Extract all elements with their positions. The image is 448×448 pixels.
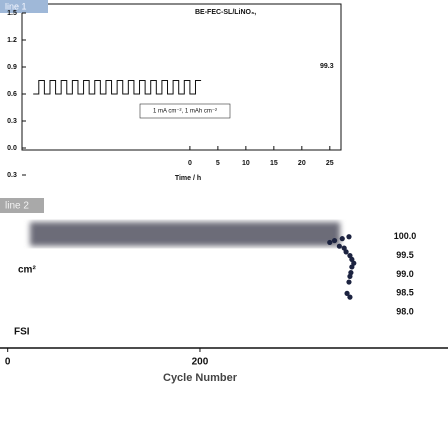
x-axis-label: Cycle Number: [163, 372, 238, 384]
x-tick-label: 5: [216, 160, 220, 167]
point: [343, 249, 349, 255]
condition-box: [139, 103, 231, 119]
annotation: BE-FEC-SL/LiNO₃,: [195, 9, 256, 16]
annotation: 1 mA cm⁻², 1 mAh cm⁻²: [153, 109, 217, 115]
voltage-line: [33, 80, 202, 95]
panel-tab[interactable]: [0, 0, 48, 13]
x-axis-label: Time / h: [175, 175, 201, 182]
panel-tab[interactable]: [0, 198, 44, 213]
point: [346, 279, 352, 285]
y2-tick-label: 99.5: [396, 250, 414, 260]
blurred-image: [30, 222, 340, 246]
y2-tick-label: 100.0: [394, 231, 417, 241]
axis-label: FSI: [14, 327, 30, 338]
point: [331, 237, 338, 244]
panel-label[interactable]: line 1: [5, 1, 27, 11]
x-tick-label: 20: [298, 160, 306, 167]
panel-label[interactable]: line 2: [5, 201, 29, 212]
y-tick-label: 0.3: [7, 172, 17, 179]
y-tick-label: 0.3: [7, 118, 17, 125]
x-tick-label: 15: [270, 160, 278, 167]
x-tick-label: 200: [192, 357, 209, 368]
point: [344, 290, 350, 296]
y-tick-label: 1.2: [7, 37, 17, 44]
y-tick-label: 1.5: [7, 10, 17, 17]
x-tick-label: 0: [5, 357, 11, 368]
y-tick-label: 0.9: [7, 64, 17, 71]
y-tick-label: 0.6: [7, 91, 17, 98]
y2-tick-label: 98.5: [396, 288, 414, 298]
axis-label: cm²: [18, 265, 36, 276]
point: [347, 294, 353, 300]
annotation: 99.3: [320, 63, 334, 70]
point: [347, 273, 353, 279]
plot-frame: [21, 3, 342, 151]
point: [349, 264, 355, 270]
x-tick-label: 10: [242, 160, 250, 167]
point: [336, 243, 342, 249]
y2-tick-label: 98.0: [396, 307, 414, 317]
y2-tick-label: 99.0: [396, 269, 414, 279]
point: [346, 234, 352, 240]
x-tick-label: 25: [326, 160, 334, 167]
point: [327, 239, 333, 246]
point: [339, 236, 345, 242]
x-tick-label: 0: [188, 160, 192, 167]
y-tick-label: 0.0: [7, 145, 17, 152]
